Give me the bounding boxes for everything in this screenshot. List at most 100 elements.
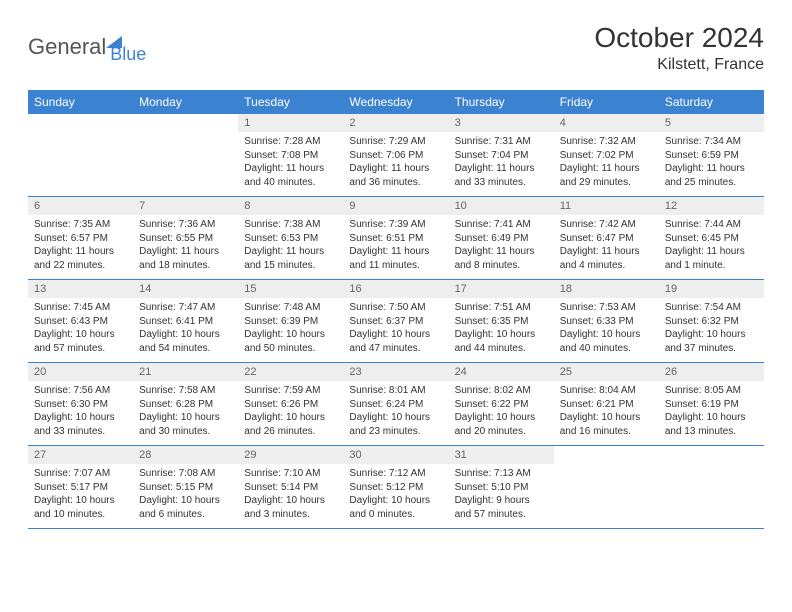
day-number: 7 [133,197,238,215]
day-body: Sunrise: 7:42 AMSunset: 6:47 PMDaylight:… [554,215,659,275]
sunset-text: Sunset: 5:15 PM [139,481,232,495]
day-cell: 31Sunrise: 7:13 AMSunset: 5:10 PMDayligh… [449,446,554,528]
day-body: Sunrise: 7:48 AMSunset: 6:39 PMDaylight:… [238,298,343,358]
day-body: Sunrise: 7:50 AMSunset: 6:37 PMDaylight:… [343,298,448,358]
sunrise-text: Sunrise: 7:38 AM [244,218,337,232]
daylight-text-1: Daylight: 10 hours [665,328,758,342]
day-body: Sunrise: 7:28 AMSunset: 7:08 PMDaylight:… [238,132,343,192]
day-body: Sunrise: 7:29 AMSunset: 7:06 PMDaylight:… [343,132,448,192]
sunrise-text: Sunrise: 7:07 AM [34,467,127,481]
day-cell: 16Sunrise: 7:50 AMSunset: 6:37 PMDayligh… [343,280,448,362]
daylight-text-2: and 23 minutes. [349,425,442,439]
sunrise-text: Sunrise: 7:58 AM [139,384,232,398]
day-number: 23 [343,363,448,381]
sunrise-text: Sunrise: 7:35 AM [34,218,127,232]
sunset-text: Sunset: 6:55 PM [139,232,232,246]
daylight-text-2: and 3 minutes. [244,508,337,522]
day-cell: 26Sunrise: 8:05 AMSunset: 6:19 PMDayligh… [659,363,764,445]
daylight-text-1: Daylight: 10 hours [665,411,758,425]
daylight-text-1: Daylight: 10 hours [34,494,127,508]
sunset-text: Sunset: 7:08 PM [244,149,337,163]
day-body: Sunrise: 7:08 AMSunset: 5:15 PMDaylight:… [133,464,238,524]
daylight-text-1: Daylight: 11 hours [665,162,758,176]
daylight-text-2: and 18 minutes. [139,259,232,273]
daylight-text-1: Daylight: 11 hours [244,162,337,176]
daylight-text-1: Daylight: 11 hours [665,245,758,259]
day-number: 15 [238,280,343,298]
weekday-header: Tuesday [238,90,343,114]
day-cell: 18Sunrise: 7:53 AMSunset: 6:33 PMDayligh… [554,280,659,362]
day-body: Sunrise: 8:02 AMSunset: 6:22 PMDaylight:… [449,381,554,441]
day-cell: 13Sunrise: 7:45 AMSunset: 6:43 PMDayligh… [28,280,133,362]
sunrise-text: Sunrise: 7:32 AM [560,135,653,149]
day-body: Sunrise: 7:34 AMSunset: 6:59 PMDaylight:… [659,132,764,192]
weekday-header: Saturday [659,90,764,114]
week-row: 1Sunrise: 7:28 AMSunset: 7:08 PMDaylight… [28,114,764,197]
sunrise-text: Sunrise: 7:50 AM [349,301,442,315]
daylight-text-2: and 11 minutes. [349,259,442,273]
sunset-text: Sunset: 5:12 PM [349,481,442,495]
day-cell: 14Sunrise: 7:47 AMSunset: 6:41 PMDayligh… [133,280,238,362]
day-cell: 19Sunrise: 7:54 AMSunset: 6:32 PMDayligh… [659,280,764,362]
daylight-text-1: Daylight: 10 hours [244,328,337,342]
sunset-text: Sunset: 6:47 PM [560,232,653,246]
day-number: 24 [449,363,554,381]
daylight-text-2: and 50 minutes. [244,342,337,356]
daylight-text-2: and 8 minutes. [455,259,548,273]
day-number: 16 [343,280,448,298]
weekday-header: Monday [133,90,238,114]
sunset-text: Sunset: 6:21 PM [560,398,653,412]
day-cell: 15Sunrise: 7:48 AMSunset: 6:39 PMDayligh… [238,280,343,362]
daylight-text-1: Daylight: 10 hours [244,411,337,425]
day-cell: 8Sunrise: 7:38 AMSunset: 6:53 PMDaylight… [238,197,343,279]
daylight-text-2: and 6 minutes. [139,508,232,522]
day-number: 13 [28,280,133,298]
day-cell: 7Sunrise: 7:36 AMSunset: 6:55 PMDaylight… [133,197,238,279]
day-cell: 9Sunrise: 7:39 AMSunset: 6:51 PMDaylight… [343,197,448,279]
sunset-text: Sunset: 6:41 PM [139,315,232,329]
day-number: 6 [28,197,133,215]
day-body: Sunrise: 7:56 AMSunset: 6:30 PMDaylight:… [28,381,133,441]
day-number: 1 [238,114,343,132]
daylight-text-2: and 0 minutes. [349,508,442,522]
daylight-text-2: and 30 minutes. [139,425,232,439]
sunrise-text: Sunrise: 7:10 AM [244,467,337,481]
day-body: Sunrise: 7:47 AMSunset: 6:41 PMDaylight:… [133,298,238,358]
sunrise-text: Sunrise: 7:45 AM [34,301,127,315]
sunset-text: Sunset: 6:43 PM [34,315,127,329]
weekday-header: Wednesday [343,90,448,114]
day-number: 31 [449,446,554,464]
weeks-container: 1Sunrise: 7:28 AMSunset: 7:08 PMDaylight… [28,114,764,529]
week-row: 6Sunrise: 7:35 AMSunset: 6:57 PMDaylight… [28,197,764,280]
daylight-text-2: and 22 minutes. [34,259,127,273]
day-number: 11 [554,197,659,215]
daylight-text-1: Daylight: 11 hours [560,162,653,176]
sunset-text: Sunset: 7:02 PM [560,149,653,163]
day-cell: 12Sunrise: 7:44 AMSunset: 6:45 PMDayligh… [659,197,764,279]
empty-day-cell [554,446,659,528]
day-body: Sunrise: 7:59 AMSunset: 6:26 PMDaylight:… [238,381,343,441]
sunset-text: Sunset: 5:17 PM [34,481,127,495]
day-cell: 22Sunrise: 7:59 AMSunset: 6:26 PMDayligh… [238,363,343,445]
day-number: 21 [133,363,238,381]
calendar: SundayMondayTuesdayWednesdayThursdayFrid… [28,90,764,529]
day-cell: 30Sunrise: 7:12 AMSunset: 5:12 PMDayligh… [343,446,448,528]
day-body: Sunrise: 7:41 AMSunset: 6:49 PMDaylight:… [449,215,554,275]
sunset-text: Sunset: 6:33 PM [560,315,653,329]
weekday-header: Sunday [28,90,133,114]
sunrise-text: Sunrise: 8:02 AM [455,384,548,398]
daylight-text-1: Daylight: 11 hours [455,245,548,259]
empty-day-cell [659,446,764,528]
sunset-text: Sunset: 6:39 PM [244,315,337,329]
day-number: 4 [554,114,659,132]
daylight-text-2: and 40 minutes. [560,342,653,356]
day-body: Sunrise: 8:04 AMSunset: 6:21 PMDaylight:… [554,381,659,441]
day-body: Sunrise: 7:10 AMSunset: 5:14 PMDaylight:… [238,464,343,524]
day-body: Sunrise: 8:05 AMSunset: 6:19 PMDaylight:… [659,381,764,441]
sunrise-text: Sunrise: 7:54 AM [665,301,758,315]
daylight-text-1: Daylight: 10 hours [139,494,232,508]
day-number: 22 [238,363,343,381]
day-number: 8 [238,197,343,215]
sunset-text: Sunset: 6:53 PM [244,232,337,246]
day-number: 28 [133,446,238,464]
